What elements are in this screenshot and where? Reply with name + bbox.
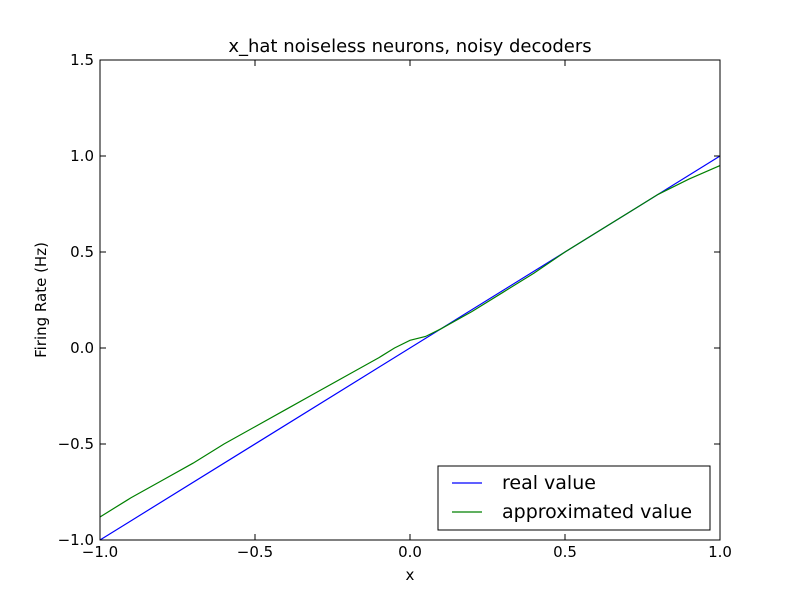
legend-label-approximated-value: approximated value (502, 501, 692, 523)
x-tick-label: −1.0 (82, 543, 118, 561)
series-line-approximated-value (99, 165, 721, 518)
x-axis-label: x (406, 566, 415, 584)
y-tick-label: 0.5 (70, 243, 94, 261)
x-tick-label: −0.5 (237, 543, 273, 561)
legend-box (437, 465, 711, 531)
y-tick-label: 1.0 (70, 147, 94, 165)
x-tick-label: 1.0 (708, 543, 732, 561)
y-tick-label: 1.5 (70, 51, 94, 69)
chart-title: x_hat noiseless neurons, noisy decoders (228, 36, 591, 57)
legend: real value approximated value (437, 465, 711, 531)
y-tick-label: −0.5 (58, 435, 94, 453)
y-tick-label: −1.0 (58, 531, 94, 549)
x-tick-label: 0.0 (398, 543, 422, 561)
legend-label-real-value: real value (502, 472, 596, 494)
axis-ticks: −1.0 −0.5 0.0 0.5 1.0 −1.0 −0.5 0.0 0.5 1.0 1.5 (58, 51, 732, 561)
y-axis-label: Firing Rate (Hz) (32, 242, 50, 358)
y-tick-label: 0.0 (70, 339, 94, 357)
x-tick-label: 0.5 (553, 543, 577, 561)
